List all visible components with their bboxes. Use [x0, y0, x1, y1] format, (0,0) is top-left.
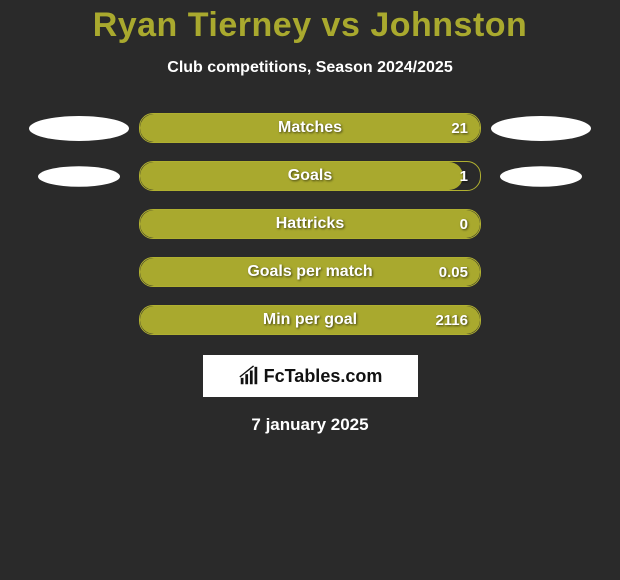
stat-bar: Goals1 [139, 161, 481, 191]
stat-value: 1 [460, 162, 468, 190]
stat-label: Goals per match [140, 258, 480, 286]
bar-chart-icon [238, 365, 260, 387]
stat-label: Hattricks [140, 210, 480, 238]
stat-row: Hattricks0 [0, 209, 620, 239]
stat-row: Goals per match0.05 [0, 257, 620, 287]
page-title: Ryan Tierney vs Johnston [0, 0, 620, 45]
stat-bar: Matches21 [139, 113, 481, 143]
stat-value: 0 [460, 210, 468, 238]
stat-label: Goals [140, 162, 480, 190]
player-right-marker [491, 116, 591, 141]
date-text: 7 january 2025 [0, 415, 620, 435]
site-logo: FcTables.com [203, 355, 418, 397]
stat-bar: Goals per match0.05 [139, 257, 481, 287]
stat-row: Matches21 [0, 113, 620, 143]
stat-value: 0.05 [439, 258, 468, 286]
stat-row: Goals1 [0, 161, 620, 191]
player-right-marker [500, 166, 582, 187]
stat-rows: Matches21 Goals1 Hattricks0 Goals per match… [0, 113, 620, 335]
stat-value: 2116 [435, 306, 468, 334]
player-left-marker [38, 166, 120, 187]
logo-text: FcTables.com [264, 366, 383, 387]
player-left-marker [29, 116, 129, 141]
stat-row: Min per goal2116 [0, 305, 620, 335]
page-subtitle: Club competitions, Season 2024/2025 [0, 59, 620, 77]
stat-bar: Hattricks0 [139, 209, 481, 239]
comparison-infographic: Ryan Tierney vs Johnston Club competitio… [0, 0, 620, 580]
stat-bar: Min per goal2116 [139, 305, 481, 335]
stat-label: Min per goal [140, 306, 480, 334]
stat-value: 21 [451, 114, 468, 142]
stat-label: Matches [140, 114, 480, 142]
